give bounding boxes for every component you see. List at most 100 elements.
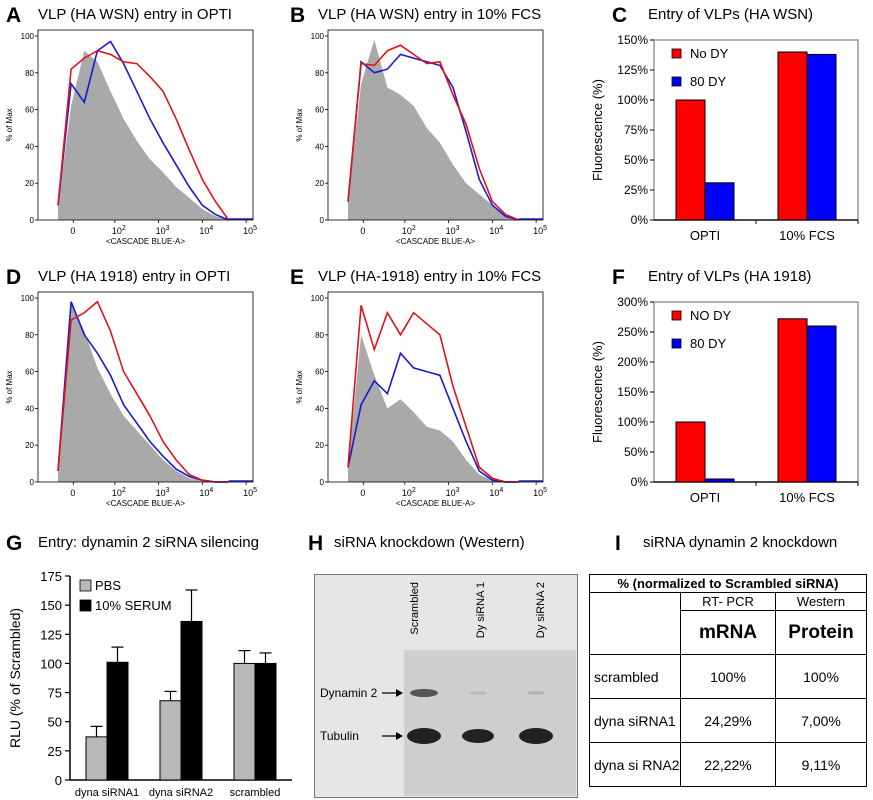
y-tick-label: 60 xyxy=(315,106,324,115)
y-tick-label: 80 xyxy=(25,331,34,340)
y-tick-label: 0 xyxy=(320,478,325,487)
y-tick-label: 60 xyxy=(25,106,34,115)
row-name: dyna si RNA2 xyxy=(589,742,681,787)
bar-chart-c: 0% 25% 50% 75% 100% 125% 150% OPTI 10% FCS Fluore… xyxy=(590,33,859,243)
y-tick-label: 100 xyxy=(311,294,325,303)
knockdown-table: % (normalized to Scrambled siRNA) RT- PC… xyxy=(589,574,867,787)
row-mrna: 22,22% xyxy=(680,742,776,787)
bar-bar_red xyxy=(675,421,706,483)
y-tick-label: 300% xyxy=(617,295,648,309)
x-tick-label: 103 xyxy=(156,487,170,498)
legend-label: 80 DY xyxy=(690,74,726,89)
x-tick-label: 10% FCS xyxy=(779,228,835,243)
flow-histogram-a: 0 20 40 60 80 100 0 102 103 104 105 <CASCADE BLUE-A… xyxy=(5,29,257,246)
bar-serum xyxy=(106,661,129,781)
y-tick-label: 0 xyxy=(320,216,325,225)
panel-title: VLP (HA WSN) entry in 10% FCS xyxy=(318,6,542,23)
y-tick-label: 75 xyxy=(48,686,62,701)
panel-a: A VLP (HA WSN) entry in OPTI 0 20 40 60 80 10… xyxy=(0,0,290,260)
y-tick-label: 100 xyxy=(311,32,325,41)
legend-swatch xyxy=(671,48,682,59)
y-tick-label: 80 xyxy=(25,69,34,78)
panel-h: H siRNA knockdown (Western) Scrambled Dy … xyxy=(300,528,585,800)
x-tick-label: dyna siRNA2 xyxy=(149,787,213,799)
panel-title: Entry: dynamin 2 siRNA silencing xyxy=(38,534,259,551)
y-axis-label: Fluorescence (%) xyxy=(590,341,605,443)
y-axis-label: RLU (% of Scrambled) xyxy=(7,608,23,748)
panel-letter: G xyxy=(6,532,23,555)
table-row: dyna siRNA1 24,29% 7,00% xyxy=(589,698,867,743)
y-tick-label: 20 xyxy=(25,179,34,188)
panel-f: F Entry of VLPs (HA 1918) 0% 50% 100% 150% 2… xyxy=(580,262,873,527)
legend-label: PBS xyxy=(95,578,121,593)
y-tick-label: 80 xyxy=(315,69,324,78)
legend-label: NO DY xyxy=(690,308,732,323)
y-axis-label: % of Max xyxy=(5,108,14,141)
table-corner xyxy=(589,592,681,655)
bar-serum xyxy=(180,620,203,781)
bar-bar_blue xyxy=(704,182,735,221)
bar-bar_blue xyxy=(806,53,837,221)
y-tick-label: 150 xyxy=(40,598,62,613)
x-tick-label: 102 xyxy=(112,487,126,498)
y-tick-label: 150% xyxy=(617,385,648,399)
x-axis-label: <CASCADE BLUE-A> xyxy=(106,499,185,508)
plot-frame xyxy=(37,29,254,221)
measure-protein: Protein xyxy=(775,610,867,655)
lane-label: Scrambled xyxy=(409,582,421,635)
row-mrna: 24,29% xyxy=(680,698,776,743)
y-tick-label: 100% xyxy=(617,93,648,107)
table-header: % (normalized to Scrambled siRNA) xyxy=(589,574,867,593)
x-tick-label: scrambled xyxy=(230,787,281,799)
x-axis-label: <CASCADE BLUE-A> xyxy=(396,499,475,508)
measure-mrna: mRNA xyxy=(680,610,776,655)
row-name: dyna siRNA1 xyxy=(589,698,681,743)
panel-letter: D xyxy=(6,266,22,289)
legend-label: 10% SERUM xyxy=(95,598,172,613)
histogram-line-red xyxy=(57,300,229,483)
panel-letter: C xyxy=(612,4,628,27)
y-tick-label: 0 xyxy=(30,216,35,225)
panel-letter: H xyxy=(308,532,324,555)
y-tick-label: 40 xyxy=(315,142,324,151)
y-tick-label: 40 xyxy=(25,404,34,413)
x-tick-label: 104 xyxy=(489,487,503,498)
histogram-line-blue xyxy=(57,40,229,221)
x-tick-label: 104 xyxy=(199,487,213,498)
row-protein: 100% xyxy=(775,654,867,699)
y-tick-label: 60 xyxy=(25,368,34,377)
x-tick-label: 102 xyxy=(402,225,416,236)
panel-b: B VLP (HA WSN) entry in 10% FCS 0 20 40 60 8… xyxy=(290,0,580,260)
western-blot-membrane xyxy=(404,650,576,796)
y-axis-label: % of Max xyxy=(5,370,14,403)
band-dynamin2-scrambled xyxy=(410,689,438,697)
y-tick-label: 20 xyxy=(25,441,34,450)
panel-g: G Entry: dynamin 2 siRNA silencing 0 25 50… xyxy=(0,528,300,800)
panel-letter: F xyxy=(612,266,625,289)
table-row: scrambled 100% 100% xyxy=(589,654,867,699)
y-tick-label: 60 xyxy=(315,368,324,377)
band-tubulin-sirna1 xyxy=(462,729,494,743)
y-tick-label: 0 xyxy=(55,773,62,788)
band-dynamin2-sirna2 xyxy=(527,691,545,695)
legend-label: No DY xyxy=(690,46,729,61)
y-tick-label: 200% xyxy=(617,355,648,369)
y-tick-label: 80 xyxy=(315,331,324,340)
table-row: dyna si RNA2 22,22% 9,11% xyxy=(589,742,867,787)
x-tick-label: OPTI xyxy=(690,228,720,243)
bar-pbs xyxy=(85,736,108,781)
x-tick-label: 104 xyxy=(489,225,503,236)
y-tick-label: 100 xyxy=(21,294,35,303)
bar-bar_blue xyxy=(806,325,837,483)
y-tick-label: 20 xyxy=(315,179,324,188)
row-protein: 7,00% xyxy=(775,698,867,743)
lane-label: Dy siRNA 1 xyxy=(475,582,487,638)
plot-frame xyxy=(327,291,544,483)
panel-title: siRNA dynamin 2 knockdown xyxy=(643,534,838,551)
x-tick-label: 105 xyxy=(533,487,547,498)
y-tick-label: 50% xyxy=(624,445,648,459)
panel-title: Entry of VLPs (HA 1918) xyxy=(648,268,812,285)
band-tubulin-sirna2 xyxy=(519,728,553,744)
x-tick-label: 0 xyxy=(360,226,365,236)
histogram-line-blue xyxy=(347,53,519,221)
